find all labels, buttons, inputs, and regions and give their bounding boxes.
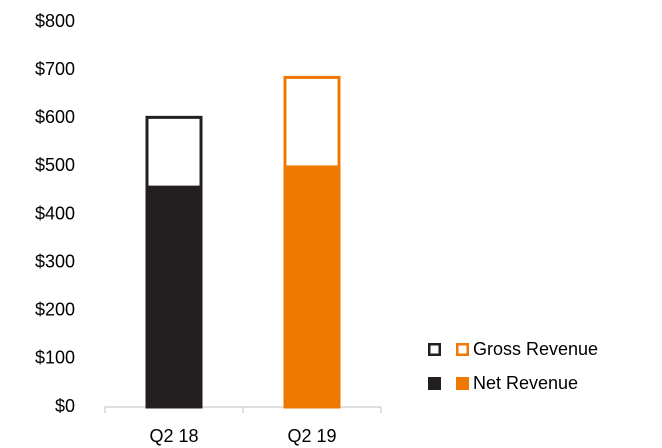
legend-swatch [428, 343, 441, 356]
legend-label: Net Revenue [473, 373, 578, 393]
y-tick-label: $200 [35, 300, 75, 320]
legend-swatch [428, 377, 441, 390]
y-tick-label: $400 [35, 203, 75, 223]
legend-swatch [456, 343, 469, 356]
y-tick-label: $600 [35, 107, 75, 127]
x-tick-label: Q2 18 [149, 426, 198, 446]
y-tick-label: $100 [35, 348, 75, 368]
legend-swatch [456, 377, 469, 390]
y-tick-label: $700 [35, 59, 75, 79]
y-tick-label: $300 [35, 251, 75, 271]
x-tick-label: Q2 19 [287, 426, 336, 446]
bar [283, 165, 341, 407]
bar [145, 185, 203, 407]
legend-label: Gross Revenue [473, 339, 598, 359]
y-tick-label: $500 [35, 155, 75, 175]
y-tick-label: $0 [55, 396, 75, 416]
y-tick-label: $800 [35, 11, 75, 31]
